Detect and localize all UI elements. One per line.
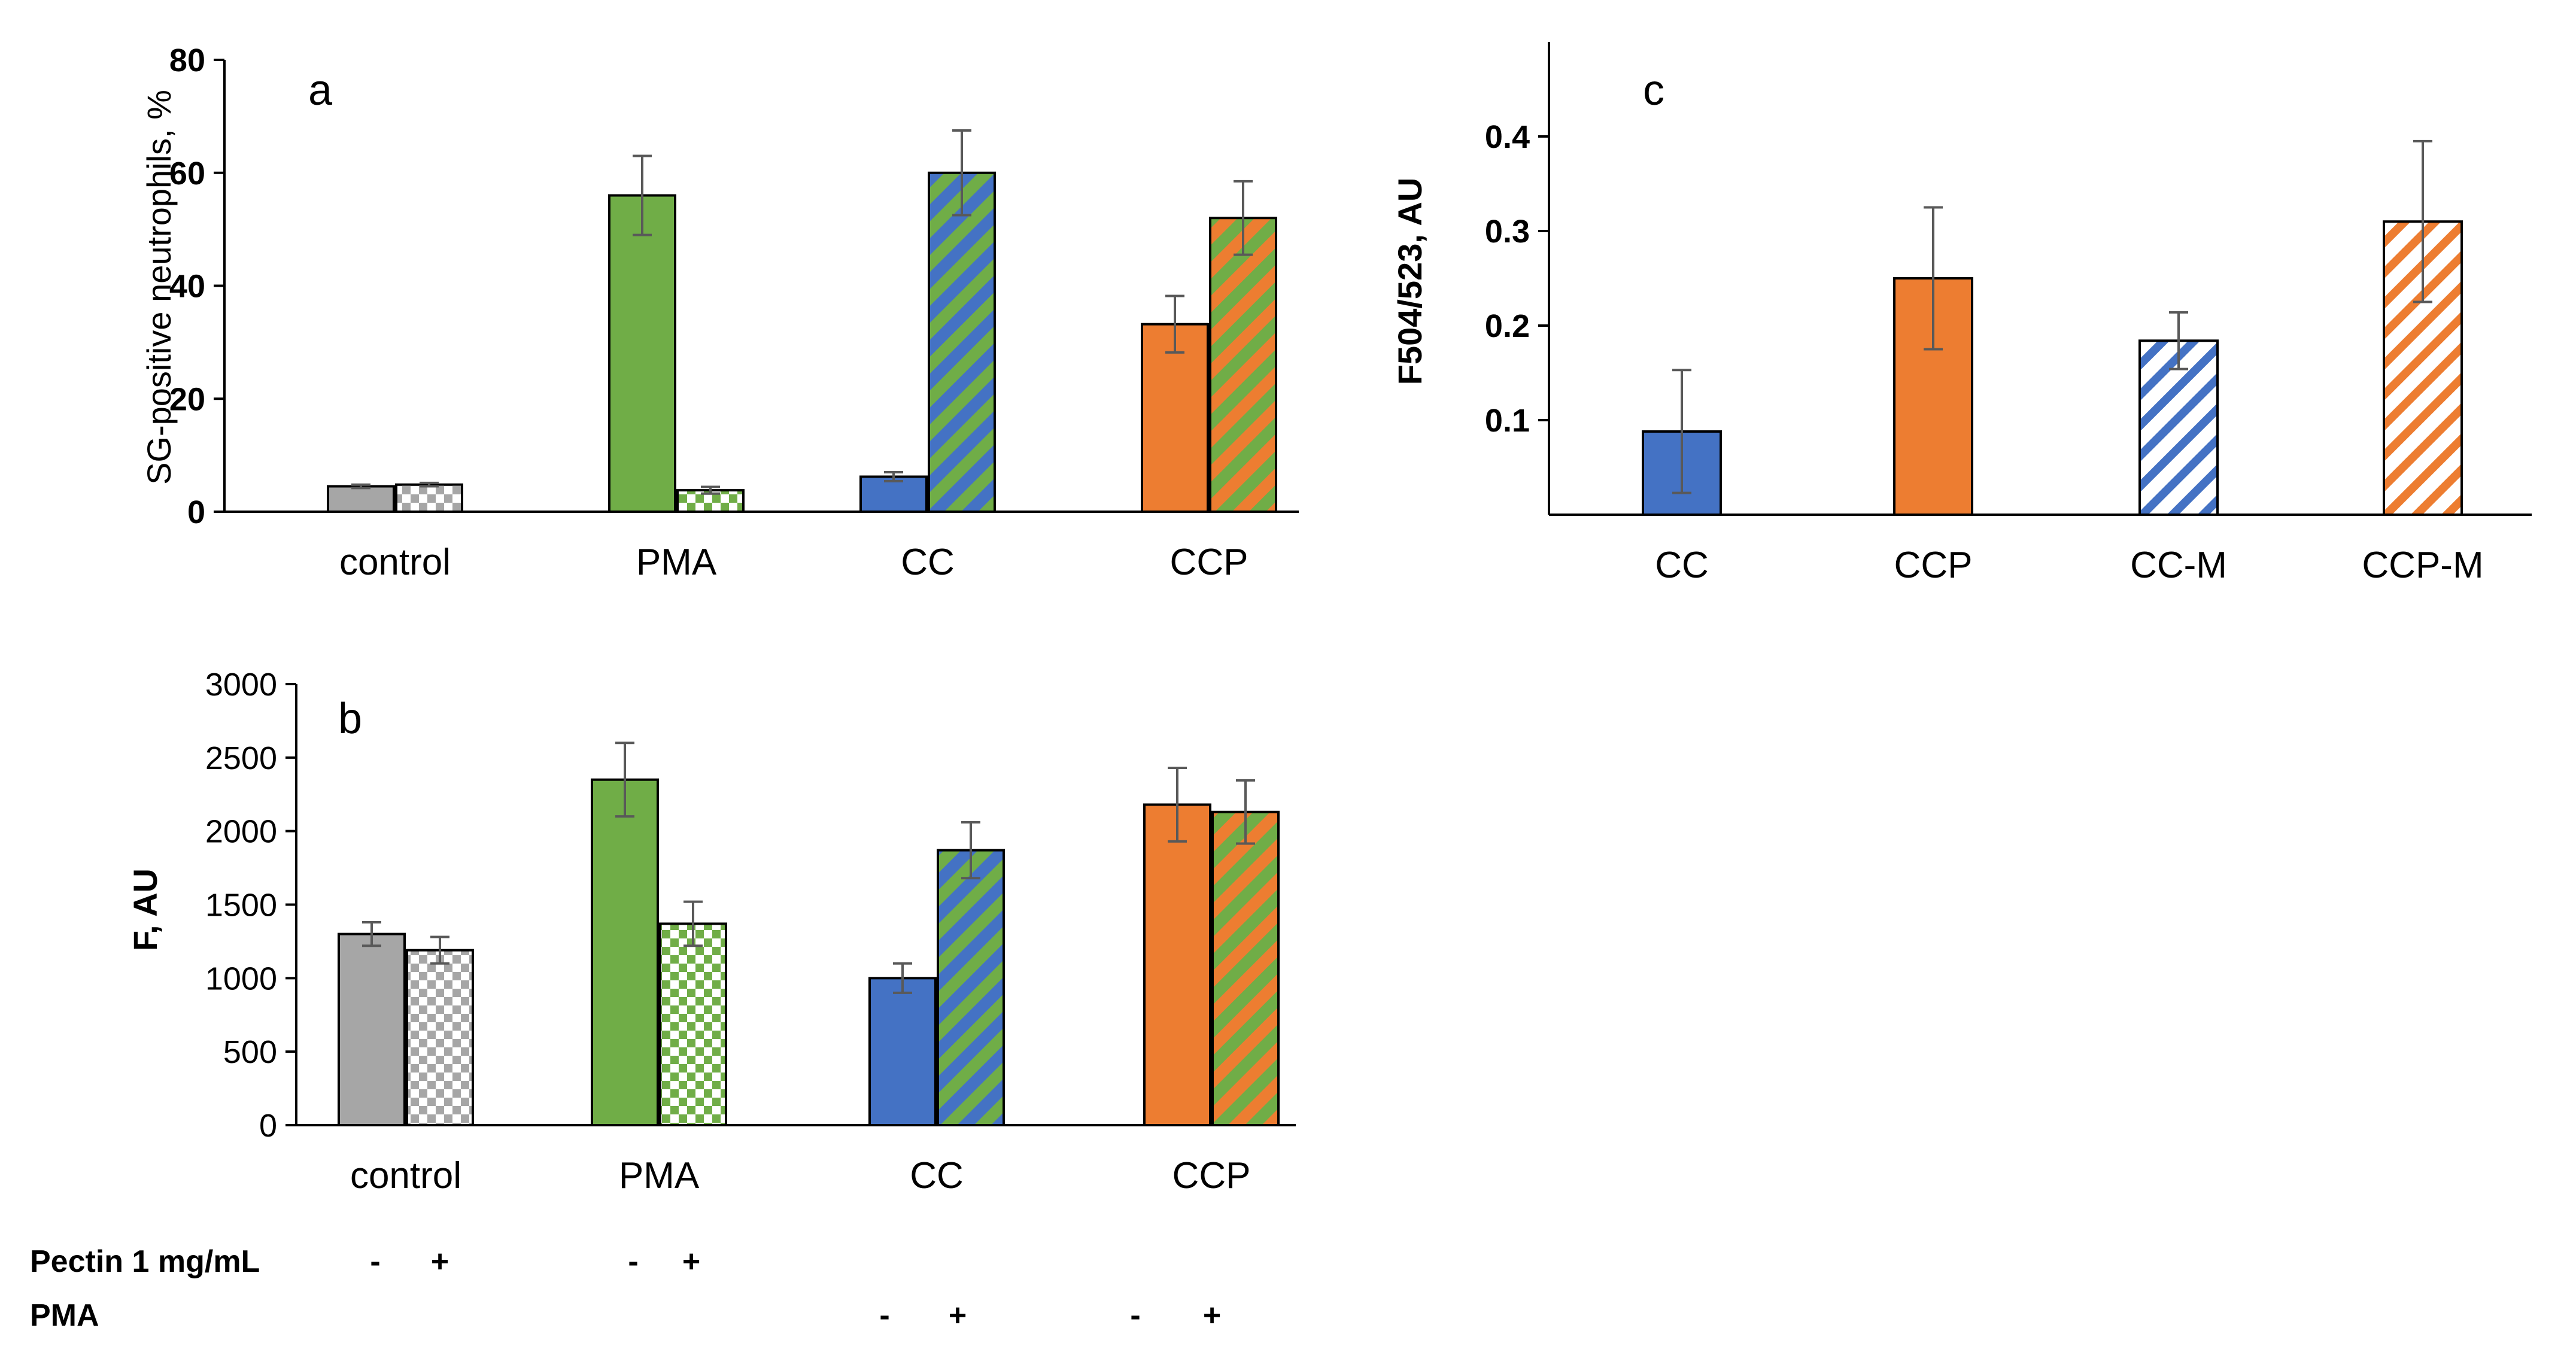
y-tick-label: 2000 — [205, 814, 277, 850]
legend-pectin-mark: + — [431, 1244, 449, 1279]
y-tick-label: 1000 — [205, 961, 277, 996]
bar — [928, 171, 996, 513]
bar — [937, 849, 1005, 1127]
y-tick-label: 0 — [259, 1108, 277, 1144]
legend-pma-mark: - — [879, 1298, 889, 1333]
bar — [395, 483, 463, 514]
y-tick-label: 0 — [187, 494, 205, 530]
bar — [327, 485, 395, 513]
bar — [1143, 803, 1211, 1126]
panel-a-y-axis-label: SG-positive neutrophils, % — [140, 90, 178, 485]
x-category-label: CC — [910, 1155, 964, 1196]
panel-c-y-axis-label: F504/523, AU — [1391, 178, 1429, 385]
x-category-label: CCP — [1172, 1155, 1251, 1196]
bar — [1209, 217, 1277, 513]
bar — [608, 194, 676, 513]
y-tick-label: 20 — [169, 381, 205, 417]
legend-pectin-label: Pectin 1 mg/mL — [30, 1244, 260, 1279]
panel-b-label: b — [338, 695, 362, 743]
x-category-label: control — [350, 1155, 461, 1196]
x-category-label: CCP-M — [2362, 545, 2483, 586]
y-tick-label: 60 — [169, 156, 205, 192]
x-category-label: PMA — [619, 1155, 700, 1196]
y-tick-label: 0.1 — [1485, 403, 1530, 439]
panel-b: b F, AU 0 500 1000 1500 2000 2500 3000 control P… — [126, 667, 1296, 1196]
legend-pma-mark: + — [1203, 1298, 1221, 1333]
legend-pectin-mark: - — [370, 1244, 380, 1279]
legend-pma-label: PMA — [30, 1298, 99, 1333]
y-tick-label: 1500 — [205, 888, 277, 923]
bar — [1141, 323, 1209, 513]
bar — [591, 778, 659, 1126]
legend-pectin-mark: - — [628, 1244, 638, 1279]
y-tick-label: 80 — [169, 42, 205, 78]
panel-a-label: a — [308, 66, 333, 114]
x-category-label: CC-M — [2130, 545, 2227, 586]
y-tick-label: 0.2 — [1485, 308, 1530, 344]
bar — [1211, 810, 1280, 1126]
x-category-label: PMA — [636, 542, 717, 583]
legend-pma-mark: + — [949, 1298, 967, 1333]
bar — [338, 932, 406, 1126]
y-tick-label: 2500 — [205, 740, 277, 776]
y-tick-label: 0.4 — [1485, 119, 1530, 155]
x-category-label: CC — [901, 542, 955, 583]
panel-c: c F504/523, AU 0.1 0.2 0.3 0.4 CC CCP CC-M CCP-… — [1391, 42, 2532, 586]
x-category-label: CCP — [1894, 545, 1973, 586]
bar — [659, 922, 727, 1126]
y-tick-label: 40 — [169, 269, 205, 305]
y-tick-label: 500 — [223, 1034, 277, 1070]
legend-pectin-mark: + — [682, 1244, 700, 1279]
x-category-label: control — [339, 542, 451, 583]
x-category-label: CC — [1655, 545, 1709, 586]
y-tick-label: 0.3 — [1485, 214, 1530, 250]
y-tick-label: 3000 — [205, 667, 277, 703]
legend-pma-mark: - — [1130, 1298, 1140, 1333]
bar — [868, 977, 937, 1127]
panel-b-y-axis-label: F, AU — [126, 868, 164, 951]
treatment-legend: Pectin 1 mg/mL - + - + PMA - + - + — [30, 1244, 1221, 1333]
bar — [406, 949, 474, 1126]
panel-c-label: c — [1643, 66, 1664, 114]
panel-a: a SG-positive neutrophils, % 0 20 40 60 80 co… — [140, 42, 1299, 583]
x-category-label: CCP — [1170, 542, 1248, 583]
